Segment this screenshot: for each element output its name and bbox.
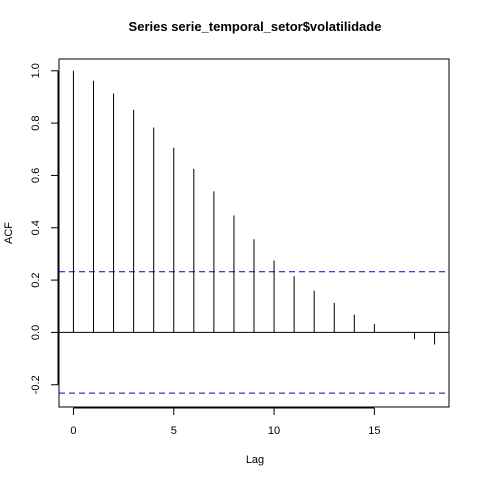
y-tick-label-1: 0.0 bbox=[30, 325, 42, 340]
y-tick-label-0: -0.2 bbox=[30, 375, 42, 394]
y-tick-label-4: 0.6 bbox=[30, 168, 42, 183]
x-tick-label-0: 0 bbox=[70, 425, 76, 437]
x-tick-label-15: 15 bbox=[368, 425, 380, 437]
y-tick-label-2: 0.2 bbox=[30, 272, 42, 287]
y-tick-label-5: 0.8 bbox=[30, 115, 42, 130]
x-axis-label: Lag bbox=[246, 454, 264, 466]
plot-layer: 0 5 10 15 -0.2 0.0 0.2 0.4 0.6 0.8 1.0 bbox=[30, 63, 449, 437]
x-tick-label-10: 10 bbox=[268, 425, 280, 437]
y-tick-label-6: 1.0 bbox=[30, 63, 42, 78]
plot-frame bbox=[58, 58, 450, 408]
y-tick-label-3: 0.4 bbox=[30, 220, 42, 235]
x-tick-label-5: 5 bbox=[171, 425, 177, 437]
chart-title: Series serie_temporal_setor$volatilidade bbox=[129, 19, 382, 34]
y-axis-label: ACF bbox=[3, 222, 15, 244]
